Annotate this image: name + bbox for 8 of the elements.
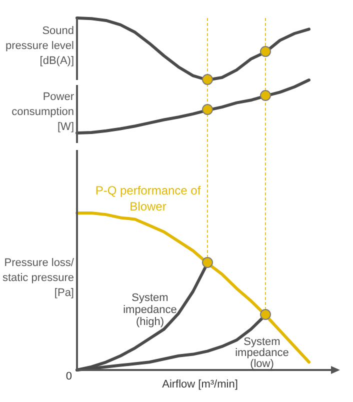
series-label: P-Q performance of Blower <box>95 183 202 214</box>
series-label: System impedance (low) <box>235 336 289 370</box>
y-axis-title: Power consumption [W] <box>10 90 74 135</box>
y-axis-title: Sound pressure level [dB(A)] <box>4 24 74 69</box>
text: 0 <box>66 370 72 383</box>
series-label: System impedance (high) <box>123 292 177 328</box>
y-axis-title: Pressure loss/ static pressure [Pa] <box>1 256 74 301</box>
x-axis-title: Airflow [m³/min] <box>162 378 238 391</box>
